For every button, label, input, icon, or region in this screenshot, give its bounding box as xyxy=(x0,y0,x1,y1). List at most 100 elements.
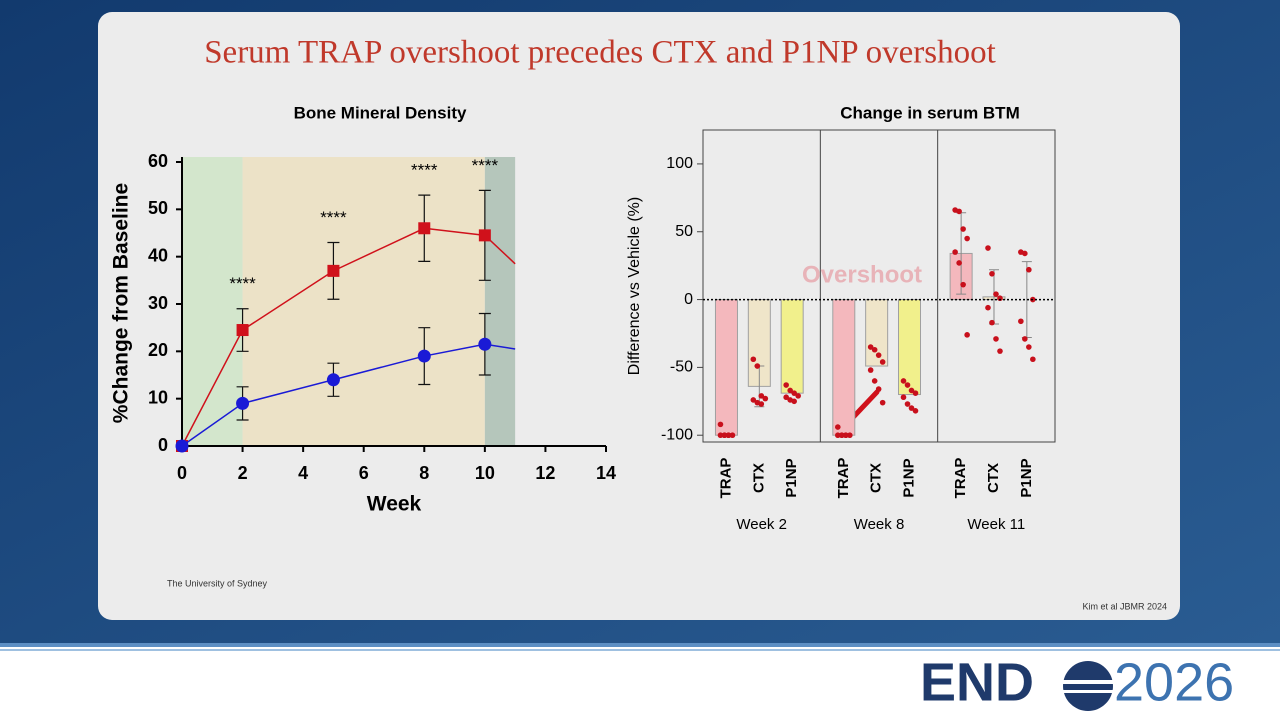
data-point xyxy=(904,401,911,407)
data-point xyxy=(867,367,874,373)
data-point xyxy=(750,397,757,403)
category-label: TRAP xyxy=(717,458,734,499)
data-point xyxy=(783,394,789,401)
x-tick-label: 4 xyxy=(298,463,308,483)
data-point xyxy=(875,352,882,358)
data-point xyxy=(985,304,991,311)
significance: **** xyxy=(320,208,347,227)
data-point xyxy=(721,432,728,439)
data-point xyxy=(956,208,962,215)
marker xyxy=(418,222,431,235)
data-point xyxy=(725,432,732,439)
data-point xyxy=(795,393,801,399)
data-point xyxy=(835,424,841,430)
marker xyxy=(327,264,340,277)
group-label: Week 2 xyxy=(736,516,787,533)
data-point xyxy=(1022,250,1028,257)
chart-title: Bone Mineral Density xyxy=(294,103,467,122)
category-label: TRAP xyxy=(952,458,969,499)
shaded-region xyxy=(484,157,516,446)
x-tick-label: 2 xyxy=(238,463,248,483)
data-point xyxy=(717,432,724,439)
chart-title: Change in serum BTM xyxy=(840,103,1019,122)
chart-btm: Change in serum BTM -100 -50 0 50 100 Differen… xyxy=(626,103,1056,533)
marker xyxy=(478,337,492,351)
y-axis-label: %Change from Baseline xyxy=(110,183,133,423)
category-label: P1NP xyxy=(1018,458,1035,497)
data-point xyxy=(964,332,970,338)
data-point xyxy=(912,390,919,396)
data-point xyxy=(783,382,789,388)
x-axis-label: Week xyxy=(367,493,422,516)
bar xyxy=(832,299,856,436)
data-point xyxy=(993,291,999,297)
category-label: P1NP xyxy=(900,458,917,497)
bar xyxy=(780,299,804,394)
data-point xyxy=(989,270,995,277)
data-point xyxy=(843,432,849,439)
data-point xyxy=(997,348,1003,354)
data-point xyxy=(762,395,769,402)
data-point xyxy=(985,245,991,251)
data-point xyxy=(1026,344,1032,350)
logo-text: 2026 xyxy=(1114,652,1234,712)
footer-rule xyxy=(0,649,1280,651)
data-point xyxy=(867,344,874,350)
category-label: CTX xyxy=(750,463,767,493)
y-tick-label: 60 xyxy=(148,151,168,171)
data-point xyxy=(835,432,841,439)
footer-rule xyxy=(0,643,1280,647)
group-label: Week 11 xyxy=(967,516,1025,533)
marker xyxy=(326,373,340,387)
marker xyxy=(236,324,249,337)
data-point xyxy=(960,226,966,232)
group-label: Week 8 xyxy=(854,516,905,533)
bar xyxy=(898,299,922,396)
plot-frame xyxy=(702,129,1056,443)
x-tick-label: 0 xyxy=(177,463,187,483)
marker xyxy=(478,229,491,242)
data-point xyxy=(875,386,882,392)
data-point xyxy=(912,408,919,414)
data-point xyxy=(904,382,911,388)
data-point xyxy=(754,363,761,369)
data-point xyxy=(900,394,907,401)
credit: The University of Sydney xyxy=(167,578,268,588)
data-point xyxy=(1022,336,1028,342)
logo-text: END xyxy=(920,652,1034,712)
logo-globe xyxy=(1060,661,1116,711)
bar xyxy=(714,299,738,436)
y-tick-label: 100 xyxy=(666,155,693,172)
x-tick-label: 14 xyxy=(596,463,616,483)
data-point xyxy=(879,359,886,365)
x-tick-label: 10 xyxy=(475,463,495,483)
y-tick-label: 0 xyxy=(158,435,168,455)
category-label: P1NP xyxy=(783,458,800,497)
data-point xyxy=(1018,318,1024,325)
significance: **** xyxy=(411,161,438,180)
y-tick-label: 10 xyxy=(148,387,168,407)
slide-title: Serum TRAP overshoot precedes CTX and P1… xyxy=(204,35,996,71)
y-tick-label: 50 xyxy=(148,198,168,218)
y-axis-label: Difference vs Vehicle (%) xyxy=(626,197,643,375)
category-label: CTX xyxy=(868,463,885,493)
data-point xyxy=(956,260,962,266)
data-point xyxy=(750,356,757,363)
y-tick-label: 20 xyxy=(148,340,168,360)
significance: **** xyxy=(472,156,499,175)
data-point xyxy=(960,281,966,288)
data-point xyxy=(993,336,999,342)
data-point xyxy=(758,401,765,407)
marker xyxy=(236,396,250,410)
y-tick-label: 30 xyxy=(148,293,168,313)
data-point xyxy=(997,295,1003,302)
annotation: Overshoot xyxy=(802,261,922,288)
data-point xyxy=(908,405,915,411)
data-point xyxy=(847,432,853,439)
shaded-region xyxy=(242,157,485,446)
data-point xyxy=(787,387,793,394)
data-point xyxy=(871,378,878,384)
data-point xyxy=(900,378,907,384)
data-point xyxy=(908,387,915,394)
